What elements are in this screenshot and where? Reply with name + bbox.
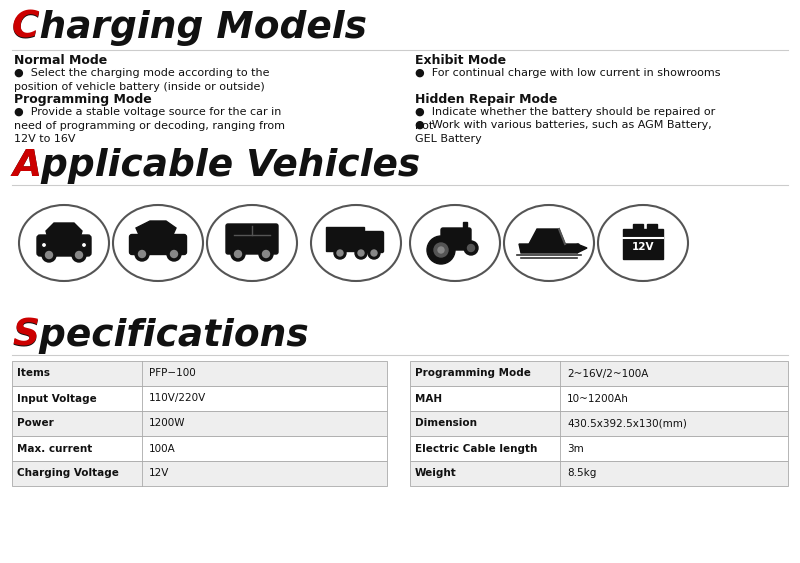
Circle shape — [75, 252, 82, 258]
Polygon shape — [577, 244, 587, 253]
Circle shape — [371, 250, 377, 256]
Text: ●  Select the charging mode according to the
position of vehicle battery (inside: ● Select the charging mode according to … — [14, 68, 270, 92]
Text: 1200W: 1200W — [149, 418, 186, 428]
Bar — [633, 224, 643, 229]
Text: Max. current: Max. current — [17, 444, 92, 454]
Bar — [623, 229, 663, 259]
FancyBboxPatch shape — [441, 228, 471, 250]
Circle shape — [334, 247, 346, 259]
Text: S: S — [12, 318, 39, 354]
Text: Normal Mode: Normal Mode — [14, 54, 107, 67]
Text: Charging Models: Charging Models — [12, 10, 367, 46]
Circle shape — [259, 247, 273, 261]
Text: Items: Items — [17, 369, 50, 378]
Text: Charging Models: Charging Models — [12, 10, 367, 46]
Text: A: A — [12, 148, 41, 184]
Circle shape — [434, 243, 448, 257]
Text: 430.5x392.5x130(mm): 430.5x392.5x130(mm) — [567, 418, 687, 428]
Text: ●  Provide a stable voltage source for the car in
need of programming or decodin: ● Provide a stable voltage source for th… — [14, 107, 285, 144]
Bar — [463, 222, 467, 230]
Text: Charging Voltage: Charging Voltage — [17, 468, 119, 479]
Text: Specifications: Specifications — [12, 318, 309, 354]
Circle shape — [135, 247, 149, 261]
Circle shape — [72, 248, 86, 262]
Text: 110V/220V: 110V/220V — [149, 394, 206, 404]
Circle shape — [231, 247, 245, 261]
Text: ●  Indicate whether the battery should be repaired or
not: ● Indicate whether the battery should be… — [415, 107, 715, 131]
Text: C: C — [12, 10, 39, 46]
Text: Dimension: Dimension — [415, 418, 477, 428]
Bar — [410, 386, 788, 411]
Text: ●  For continual charge with low current in showrooms: ● For continual charge with low current … — [415, 68, 721, 78]
Polygon shape — [46, 223, 82, 238]
Circle shape — [234, 251, 242, 257]
Bar — [12, 436, 387, 461]
Text: Exhibit Mode: Exhibit Mode — [415, 54, 506, 67]
Text: 2~16V/2~100A: 2~16V/2~100A — [567, 369, 648, 378]
FancyBboxPatch shape — [130, 235, 186, 254]
FancyBboxPatch shape — [362, 231, 383, 252]
Circle shape — [464, 241, 478, 255]
Bar — [410, 361, 788, 386]
Text: 8.5kg: 8.5kg — [567, 468, 596, 479]
Bar — [12, 461, 387, 486]
Text: Hidden Repair Mode: Hidden Repair Mode — [415, 93, 558, 106]
Polygon shape — [529, 229, 565, 244]
Circle shape — [467, 244, 474, 252]
Text: Weight: Weight — [415, 468, 457, 479]
FancyBboxPatch shape — [37, 235, 91, 256]
Circle shape — [337, 250, 343, 256]
Bar — [326, 227, 364, 251]
Text: MAH: MAH — [415, 394, 442, 404]
Text: Input Voltage: Input Voltage — [17, 394, 97, 404]
Text: Electric Cable length: Electric Cable length — [415, 444, 538, 454]
Text: Applicable Vehicles: Applicable Vehicles — [12, 148, 420, 184]
Text: 10~1200Ah: 10~1200Ah — [567, 394, 629, 404]
Bar — [647, 224, 657, 229]
Text: 12V: 12V — [149, 468, 170, 479]
Polygon shape — [136, 221, 176, 237]
Circle shape — [368, 247, 380, 259]
Circle shape — [262, 251, 270, 257]
Circle shape — [42, 248, 56, 262]
Text: Programming Mode: Programming Mode — [415, 369, 531, 378]
Circle shape — [355, 247, 367, 259]
Bar — [410, 461, 788, 486]
Text: Programming Mode: Programming Mode — [14, 93, 152, 106]
Bar — [12, 386, 387, 411]
Bar — [410, 411, 788, 436]
Text: 3m: 3m — [567, 444, 584, 454]
Circle shape — [46, 252, 53, 258]
Circle shape — [42, 243, 46, 248]
Circle shape — [82, 243, 86, 248]
Text: 12V: 12V — [632, 242, 654, 252]
Circle shape — [358, 250, 364, 256]
Polygon shape — [519, 244, 579, 253]
Text: PFP−100: PFP−100 — [149, 369, 196, 378]
Text: Power: Power — [17, 418, 54, 428]
Bar — [410, 436, 788, 461]
Text: Applicable Vehicles: Applicable Vehicles — [12, 148, 420, 184]
Circle shape — [167, 247, 181, 261]
FancyBboxPatch shape — [226, 224, 278, 254]
Circle shape — [438, 247, 444, 253]
Text: 100A: 100A — [149, 444, 176, 454]
Text: ●  Work with various batteries, such as AGM Battery,
GEL Battery: ● Work with various batteries, such as A… — [415, 120, 712, 144]
Circle shape — [170, 251, 178, 257]
Circle shape — [138, 251, 146, 257]
Bar — [12, 411, 387, 436]
Text: Specifications: Specifications — [12, 318, 309, 354]
Circle shape — [427, 236, 455, 264]
Bar — [12, 361, 387, 386]
